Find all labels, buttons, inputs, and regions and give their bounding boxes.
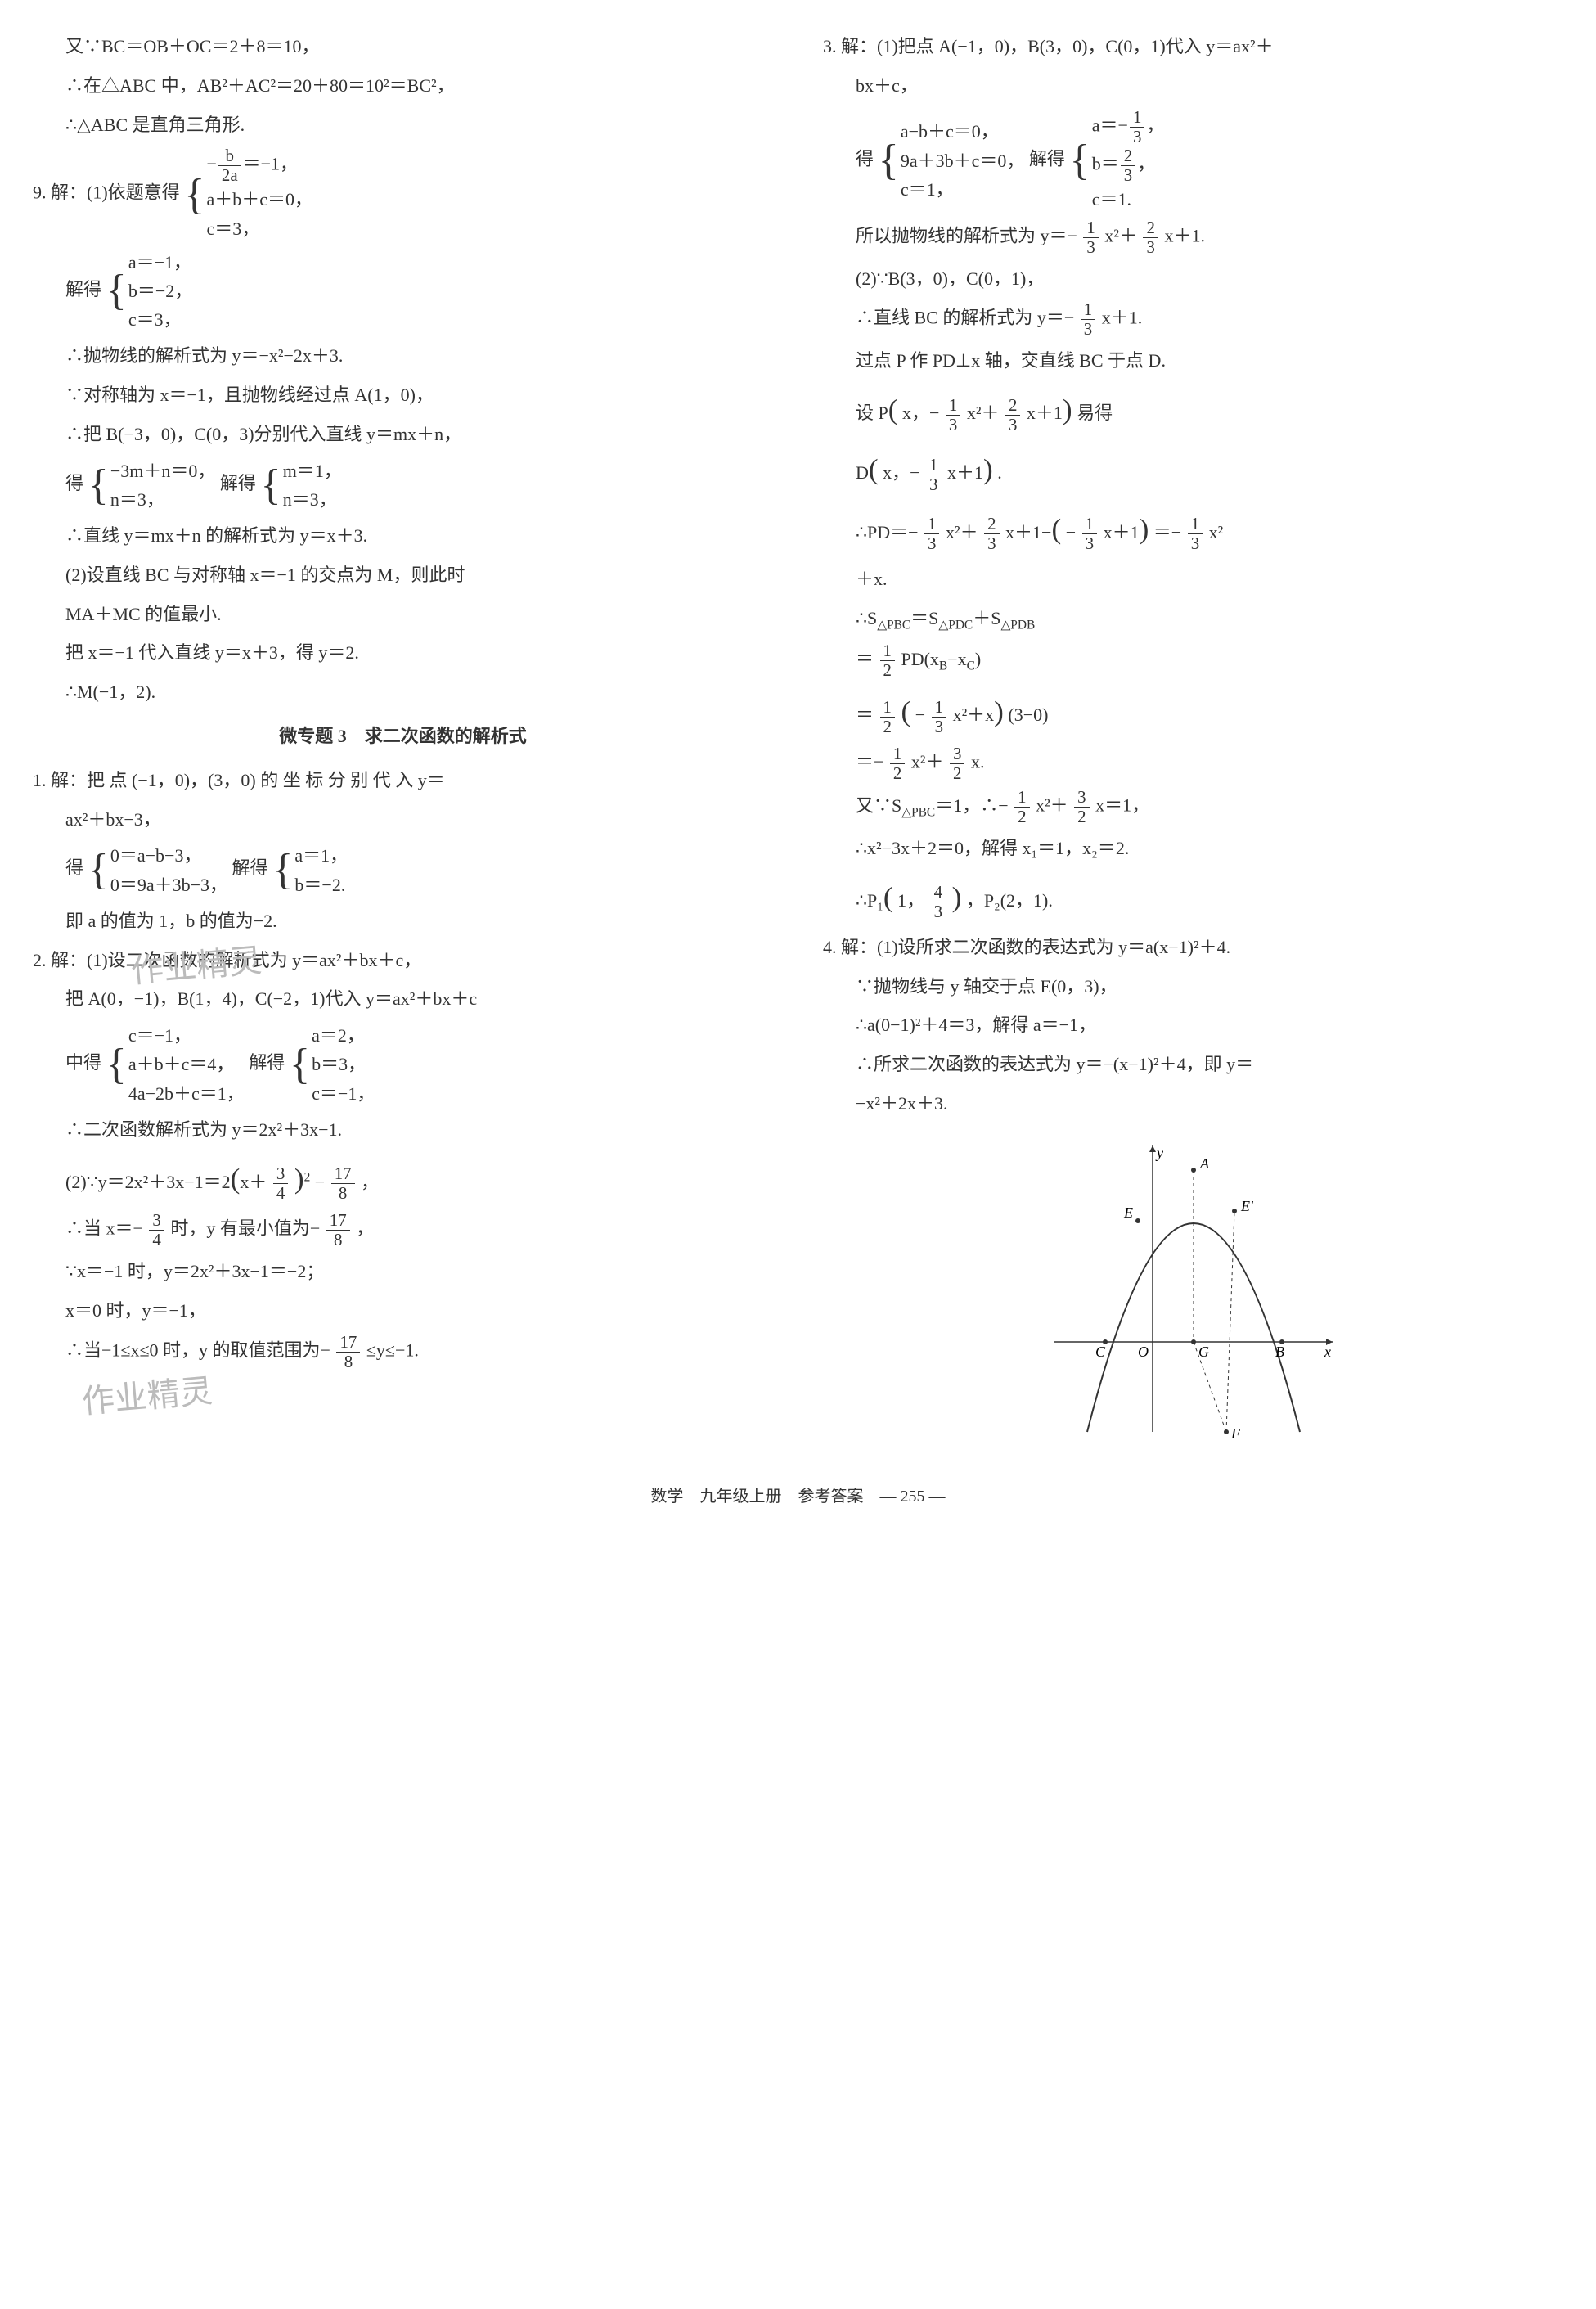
svg-text:O: O	[1138, 1344, 1149, 1360]
left-column: 又∵BC＝OB＋OC＝2＋8＝10， ∴在△ABC 中，AB²＋AC²＝20＋8…	[33, 25, 773, 1448]
label: 解得	[65, 279, 101, 299]
text-line: (2)∵B(3，0)，C(0，1)，	[823, 262, 1563, 296]
left-brace-icon: {	[88, 475, 109, 496]
watermark: 作业精灵	[79, 1360, 215, 1434]
text-line: 1. 解：把 点 (−1，0)，(3，0) 的 坐 标 分 别 代 入 y＝	[33, 763, 773, 798]
text-line: ∵抛物线与 y 轴交于点 E(0，3)，	[823, 970, 1563, 1004]
left-brace-icon: {	[106, 280, 127, 301]
svg-text:y: y	[1155, 1145, 1163, 1161]
svg-text:E: E	[1123, 1204, 1133, 1221]
text-line: 解得 { a＝−1， b＝−2， c＝3，	[33, 248, 773, 335]
watermark: 作业精灵	[128, 929, 264, 1003]
parabola-graph: y A E E' x C O G B F	[1046, 1129, 1341, 1440]
brace-system: { a＝2， b＝3， c＝−1，	[290, 1021, 375, 1108]
text-line: 即 a 的值为 1，b 的值为−2.	[33, 904, 773, 938]
text-line: 又∵S△PBC＝1，∴− 12 x²＋ 32 x＝1，	[823, 788, 1563, 826]
label: 得	[65, 858, 83, 879]
svg-text:B: B	[1275, 1344, 1284, 1360]
text-line: ∴PD＝− 13 x²＋ 23 x＋1−( − 13 x＋1) ＝− 13 x²	[823, 502, 1563, 557]
label: 解得	[249, 1052, 285, 1073]
left-brace-icon: {	[272, 859, 293, 880]
text-line: −x²＋2x＋3.	[823, 1087, 1563, 1121]
text-line: ∴S△PBC＝S△PDC＋S△PDB	[823, 601, 1563, 637]
text-line: 所以抛物线的解析式为 y＝− 13 x²＋ 23 x＋1.	[823, 218, 1563, 257]
text-line: ∴二次函数解析式为 y＝2x²＋3x−1.	[33, 1113, 773, 1147]
label: 中得	[65, 1052, 101, 1073]
text-line: 2. 解：(1)设二次函数的解析式为 y＝ax²＋bx＋c， 作业精灵	[33, 943, 773, 978]
brace-system: { 0＝a−b−3， 0＝9a＋3b−3，	[88, 841, 228, 898]
label: 解得	[232, 858, 268, 879]
text-line: ∵对称轴为 x＝−1，且抛物线经过点 A(1，0)，	[33, 378, 773, 412]
text-line: ＝ 12 PD(xB−xC)	[823, 641, 1563, 680]
brace-system: { a＝1， b＝−2.	[272, 841, 348, 898]
brace-system: { m＝1， n＝3，	[260, 457, 341, 514]
text-line: ＝ 12 ( − 13 x²＋x) (3−0)	[823, 685, 1563, 740]
page-footer: 数学 九年级上册 参考答案 — 255 —	[33, 1481, 1563, 1512]
text-line: ∴把 B(−3，0)，C(0，3)分别代入直线 y＝mx＋n，	[33, 417, 773, 452]
left-brace-icon: {	[260, 475, 281, 496]
svg-text:G: G	[1198, 1344, 1209, 1360]
right-column: 3. 解：(1)把点 A(−1，0)，B(3，0)，C(0，1)代入 y＝ax²…	[823, 25, 1563, 1448]
left-brace-icon: {	[106, 1054, 127, 1075]
left-brace-icon: {	[879, 150, 899, 171]
text-line: ∴△ABC 是直角三角形.	[33, 108, 773, 142]
text-line: 又∵BC＝OB＋OC＝2＋8＝10，	[33, 29, 773, 64]
text-line: 设 P( x，− 13 x²＋ 23 x＋1) 易得	[823, 383, 1563, 438]
section-title: 微专题 3 求二次函数的解析式	[33, 719, 773, 754]
text-line: ∴所求二次函数的表达式为 y＝−(x−1)²＋4，即 y＝	[823, 1047, 1563, 1082]
text-line: 中得 { c＝−1， a＋b＋c＝4， 4a−2b＋c＝1， 解得 { a＝2，…	[33, 1021, 773, 1108]
text-line: ∴直线 BC 的解析式为 y＝− 13 x＋1.	[823, 300, 1563, 339]
text-line: 过点 P 作 PD⊥x 轴，交直线 BC 于点 D.	[823, 344, 1563, 378]
svg-text:F: F	[1230, 1425, 1241, 1440]
text-line: ＝− 12 x²＋ 32 x.	[823, 745, 1563, 783]
text-line: ax²＋bx−3，	[33, 803, 773, 837]
text-line: 3. 解：(1)把点 A(−1，0)，B(3，0)，C(0，1)代入 y＝ax²…	[823, 29, 1563, 64]
label: 解得	[220, 473, 256, 493]
text-line: D( x，− 13 x＋1) .	[823, 443, 1563, 497]
svg-text:E': E'	[1240, 1198, 1254, 1214]
label: 解得	[1029, 148, 1065, 169]
text-line: 得 { 0＝a−b−3， 0＝9a＋3b−3， 解得 { a＝1， b＝−2.	[33, 841, 773, 898]
text-line: ∴x²−3x＋2＝0，解得 x₁＝1，x₂＝2.	[823, 831, 1563, 866]
svg-text:A: A	[1199, 1155, 1210, 1172]
text-line: 得 { a−b＋c＝0， 9a＋3b＋c＝0， c＝1， 解得 { a＝−13，…	[823, 108, 1563, 214]
text-line: ∵x＝−1 时，y＝2x²＋3x−1＝−2；	[33, 1254, 773, 1289]
brace-system: { c＝−1， a＋b＋c＝4， 4a−2b＋c＝1，	[106, 1021, 245, 1108]
text-line: 得 { −3m＋n＝0， n＝3， 解得 { m＝1， n＝3，	[33, 457, 773, 514]
brace-system: { −b2a＝−1， a＋b＋c＝0， c＝3，	[184, 146, 312, 242]
text-line: ∴当 x＝− 34 时，y 有最小值为− 178 ，	[33, 1211, 773, 1249]
brace-system: { a＝−13， b＝23， c＝1.	[1069, 108, 1164, 214]
text-line: (2)∵y＝2x²＋3x−1＝2(x＋ 34 )2 − 178 ，	[33, 1152, 773, 1207]
text-line: ∴抛物线的解析式为 y＝−x²−2x＋3.	[33, 339, 773, 373]
page-columns: 又∵BC＝OB＋OC＝2＋8＝10， ∴在△ABC 中，AB²＋AC²＝20＋8…	[33, 25, 1563, 1448]
label: 得	[856, 148, 874, 169]
svg-text:x: x	[1324, 1344, 1331, 1360]
text-line: ∴当−1≤x≤0 时，y 的取值范围为− 178 ≤y≤−1. 作业精灵	[33, 1333, 773, 1371]
left-brace-icon: {	[184, 184, 205, 205]
left-brace-icon: {	[88, 859, 109, 880]
text-line: ∴在△ABC 中，AB²＋AC²＝20＋80＝10²＝BC²，	[33, 69, 773, 103]
text-line: ∴直线 y＝mx＋n 的解析式为 y＝x＋3.	[33, 519, 773, 553]
text-line: 把 x＝−1 代入直线 y＝x＋3，得 y＝2.	[33, 636, 773, 670]
brace-system: { a−b＋c＝0， 9a＋3b＋c＝0， c＝1，	[879, 117, 1025, 204]
svg-text:C: C	[1095, 1344, 1106, 1360]
brace-system: { a＝−1， b＝−2， c＝3，	[106, 248, 193, 335]
text-line: bx＋c，	[823, 69, 1563, 103]
text-line: MA＋MC 的值最小.	[33, 597, 773, 632]
label: 9. 解：(1)依题意得	[33, 182, 180, 203]
text-line: ∴P₁( 1， 43 ) ，P₂(2，1).	[823, 871, 1563, 925]
text-line: (2)设直线 BC 与对称轴 x＝−1 的交点为 M，则此时	[33, 558, 773, 592]
label: 得	[65, 473, 83, 493]
text-line: ∴a(0−1)²＋4＝3，解得 a＝−1，	[823, 1008, 1563, 1042]
text-line: 9. 解：(1)依题意得 { −b2a＝−1， a＋b＋c＝0， c＝3，	[33, 146, 773, 242]
left-brace-icon: {	[1069, 150, 1090, 171]
text-line: x＝0 时，y＝−1，	[33, 1294, 773, 1328]
text-line: 4. 解：(1)设所求二次函数的表达式为 y＝a(x−1)²＋4.	[823, 930, 1563, 965]
brace-system: { −3m＋n＝0， n＝3，	[88, 457, 216, 514]
text-line: ＋x.	[823, 562, 1563, 596]
text-line: ∴M(−1，2).	[33, 675, 773, 709]
left-brace-icon: {	[290, 1054, 310, 1075]
